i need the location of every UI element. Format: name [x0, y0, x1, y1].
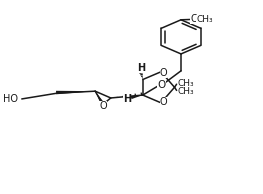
Text: CH₃: CH₃ — [178, 87, 194, 96]
Polygon shape — [95, 91, 104, 103]
Text: H: H — [123, 94, 131, 104]
Text: CH₃: CH₃ — [196, 15, 213, 24]
Text: HO: HO — [3, 94, 18, 104]
Polygon shape — [130, 95, 143, 99]
Text: O: O — [160, 68, 168, 78]
Text: O: O — [157, 80, 166, 90]
Text: O: O — [99, 101, 107, 111]
Polygon shape — [56, 91, 95, 94]
Text: O: O — [190, 14, 198, 24]
Text: CH₃: CH₃ — [178, 79, 194, 88]
Text: H: H — [137, 63, 145, 73]
Text: O: O — [160, 97, 168, 107]
